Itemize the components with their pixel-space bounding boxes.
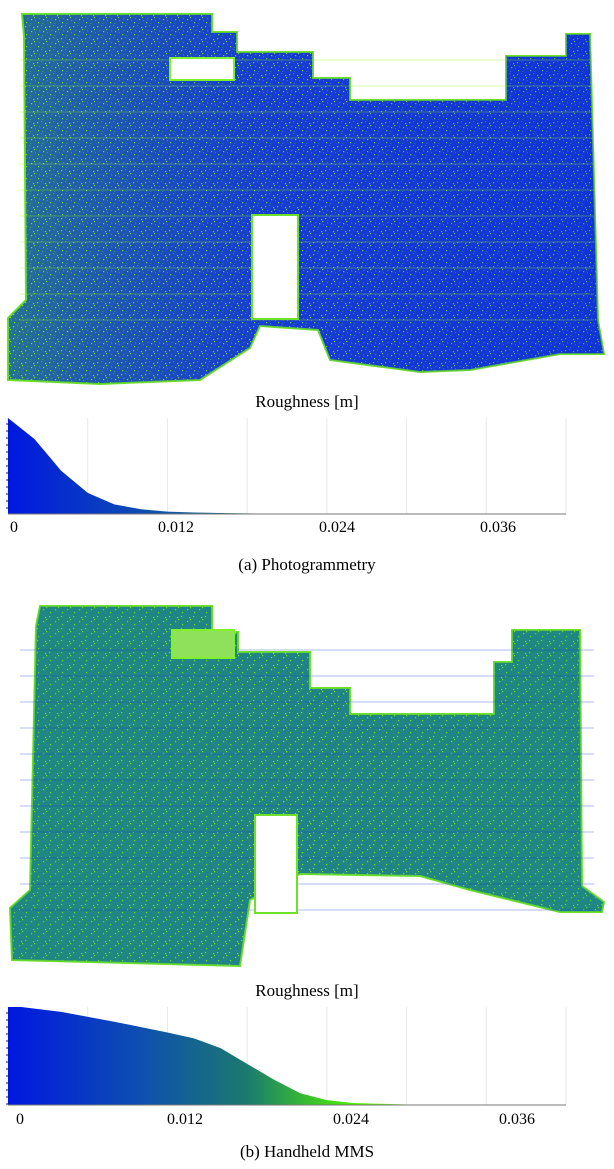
- tick-label: 0.036: [480, 519, 516, 536]
- roughness-histogram-handheld-mms: [6, 1007, 567, 1106]
- subfigure-caption: (b) Handheld MMS: [239, 1142, 375, 1161]
- tick-label: 0: [10, 519, 18, 536]
- doorway: [254, 814, 298, 914]
- roughness-histogram-photogrammetry: [6, 418, 567, 515]
- tick-label: 0.024: [333, 1111, 369, 1128]
- roughness-scale-label: Roughness [m]: [255, 392, 359, 411]
- point-cloud-image-photogrammetry: [7, 13, 606, 385]
- panel-photogrammetry: Roughness [m] 0 0.012 0.024 0.036 (a) Ph…: [6, 13, 606, 574]
- window-opening: [171, 629, 235, 659]
- tick-label: 0.012: [158, 519, 194, 536]
- tick-label: 0: [16, 1111, 24, 1128]
- facade-point-cloud: [8, 605, 606, 968]
- histogram-area: [8, 418, 566, 514]
- tick-label: 0.012: [167, 1111, 203, 1128]
- tick-label: 0.024: [319, 519, 355, 536]
- window-opening: [169, 57, 235, 81]
- doorway: [251, 214, 299, 320]
- tick-label: 0.036: [499, 1111, 535, 1128]
- panel-handheld-mms: Roughness [m] 0 0.012 0.024 0.036 (b) Ha…: [0, 590, 614, 1169]
- facade-point-cloud: [7, 13, 606, 385]
- roughness-scale-label: Roughness [m]: [255, 981, 359, 1000]
- histogram-area: [8, 1007, 540, 1105]
- point-cloud-image-handheld-mms: [8, 605, 606, 968]
- subfigure-caption: (a) Photogrammetry: [238, 555, 376, 574]
